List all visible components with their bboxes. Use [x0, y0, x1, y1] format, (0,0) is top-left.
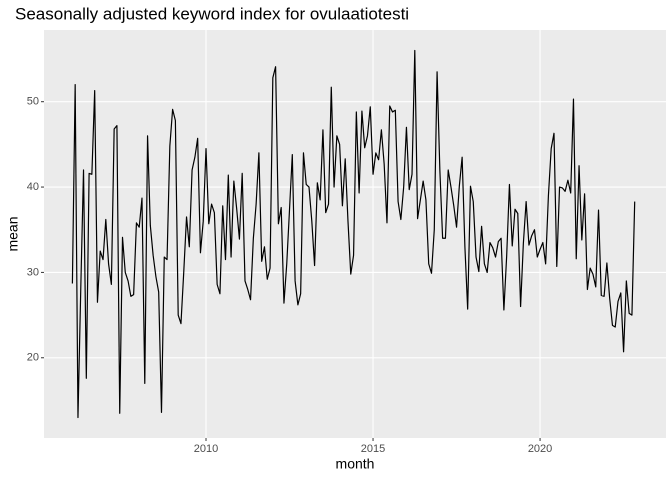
x-tick-label: 2020 — [528, 443, 552, 455]
y-axis-label: mean — [5, 216, 21, 251]
y-tick-label: 50 — [27, 96, 39, 108]
y-tick-label: 40 — [27, 181, 39, 193]
x-tick-label: 2010 — [194, 443, 218, 455]
x-axis-label: month — [336, 456, 375, 472]
series-line — [71, 49, 636, 419]
x-tick-label: 2015 — [361, 443, 385, 455]
y-tick-label: 30 — [27, 266, 39, 278]
marks — [71, 49, 636, 419]
chart-title: Seasonally adjusted keyword index for ov… — [15, 4, 409, 23]
y-tick-label: 20 — [27, 352, 39, 364]
panel — [44, 30, 666, 438]
